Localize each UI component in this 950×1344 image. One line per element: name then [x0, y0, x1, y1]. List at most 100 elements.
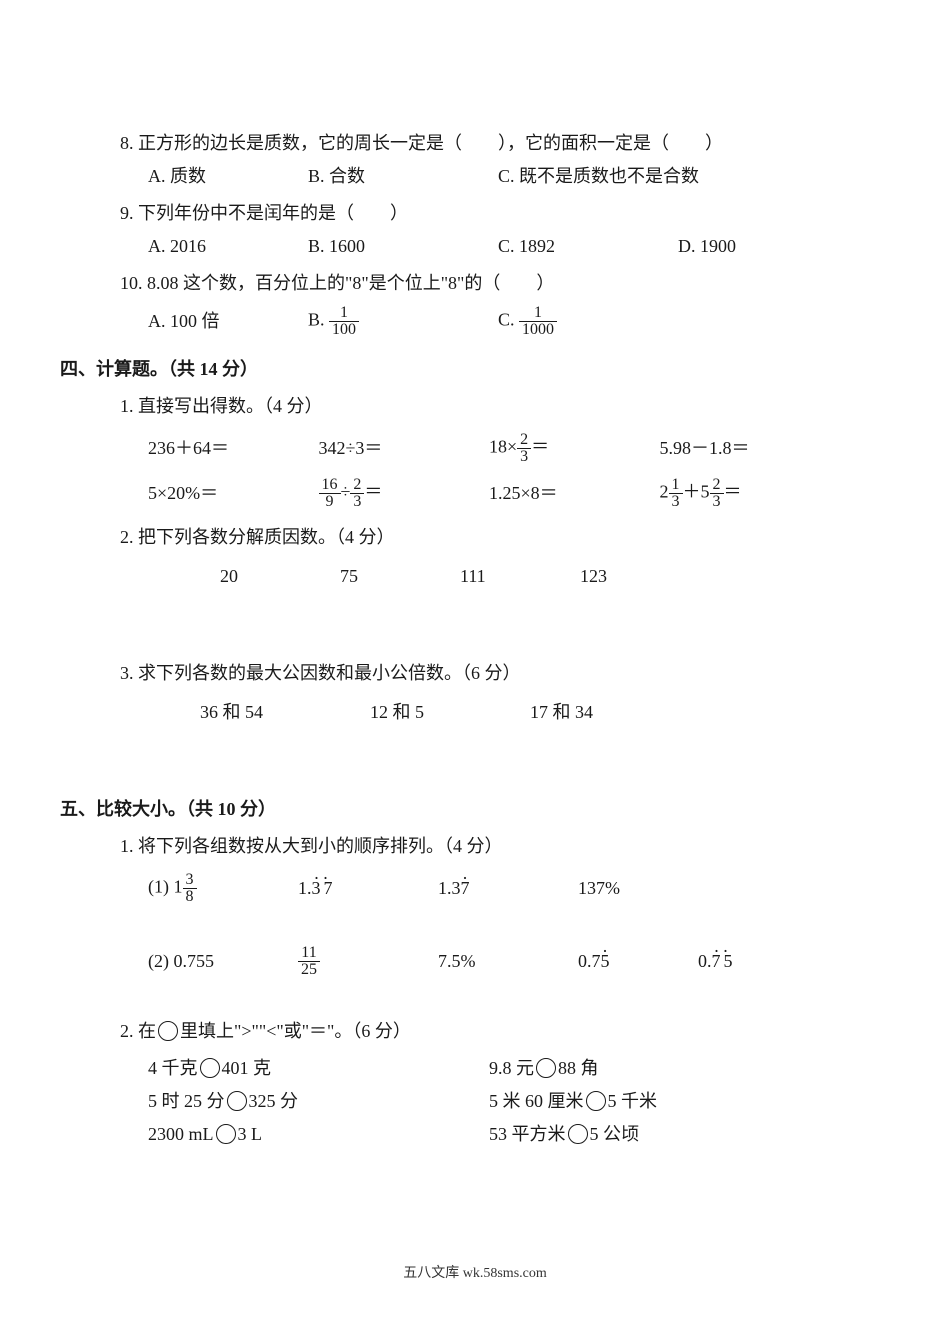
- factor-number: 123: [580, 563, 830, 590]
- denominator: 1000: [519, 322, 557, 338]
- compare-value: 137%: [578, 875, 830, 902]
- repeating-digits: 37: [312, 875, 336, 902]
- compare-value: 1125: [298, 945, 438, 978]
- denominator: 100: [329, 322, 359, 338]
- question-text: 8.08 这个数，百分位上的"8"是个位上"8"的（ ）: [147, 273, 554, 293]
- operator: ÷: [341, 482, 351, 502]
- section-5-title: 五、比较大小。（共 10 分）: [60, 796, 830, 823]
- option-a: A. 质数: [148, 163, 308, 190]
- denominator: 3: [669, 494, 683, 510]
- whole-part: 2: [660, 482, 669, 502]
- question-10-options: A. 100 倍 B. 1100 C. 11000: [120, 305, 830, 338]
- decimal-prefix: 0.: [698, 951, 712, 971]
- option-label: B.: [308, 310, 329, 330]
- numerator: 2: [350, 477, 364, 494]
- right-value: 5 千米: [608, 1091, 658, 1111]
- factor-number: 111: [460, 563, 580, 590]
- operator: ＋5: [683, 482, 710, 502]
- calc-expr: 213＋523＝: [660, 477, 831, 510]
- factor-number: 20: [220, 563, 340, 590]
- repeating-digit: 7: [461, 875, 470, 902]
- left-value: 5 米 60 厘米: [489, 1091, 584, 1111]
- left-value: 53 平方米: [489, 1124, 566, 1144]
- page-footer: 五八文库 wk.58sms.com: [0, 1263, 950, 1284]
- compare-row-2: (2) 0.755 1125 7.5% 0.75 0.75: [120, 945, 830, 978]
- right-value: 401 克: [222, 1058, 272, 1078]
- compare-value: 0.75: [578, 948, 698, 975]
- fraction: 1125: [298, 945, 320, 978]
- left-value: 2300 mL: [148, 1124, 214, 1144]
- circle-icon: [536, 1058, 556, 1078]
- decimal-prefix: 1.3: [438, 878, 461, 898]
- fraction: 13: [669, 477, 683, 510]
- denominator: 8: [183, 889, 197, 905]
- decimal-prefix: 1.: [298, 878, 312, 898]
- calc-row-2: 5×20%＝ 169÷23＝ 1.25×8＝ 213＋523＝: [120, 477, 830, 510]
- circle-icon: [586, 1091, 606, 1111]
- section-5-sub2-title: 2. 在里填上">""<"或"＝"。（6 分）: [120, 1018, 830, 1045]
- factor-row: 20 75 111 123: [120, 563, 830, 590]
- calc-row-1: 236＋64＝ 342÷3＝ 18×23＝ 5.98－1.8＝: [120, 432, 830, 465]
- whole-part: 1: [174, 877, 183, 897]
- comparison-row: 5 时 25 分 325 分 5 米 60 厘米 5 千米: [120, 1088, 830, 1115]
- denominator: 3: [517, 449, 531, 465]
- compare-value: 0.75: [698, 948, 830, 975]
- numerator: 16: [319, 477, 341, 494]
- number-pair: 12 和 5: [370, 699, 530, 726]
- option-b: B. 合数: [308, 163, 498, 190]
- expr-suffix: ＝: [531, 437, 549, 457]
- right-value: 88 角: [558, 1058, 599, 1078]
- expr-prefix: 18×: [489, 437, 517, 457]
- circle-icon: [227, 1091, 247, 1111]
- numerator: 2: [517, 432, 531, 449]
- compare-value: 7.5%: [438, 948, 578, 975]
- expr-suffix: ＝: [724, 482, 742, 502]
- fraction: 11000: [519, 305, 557, 338]
- calc-expr: 342÷3＝: [319, 435, 490, 462]
- section-4-sub2-title: 2. 把下列各数分解质因数。（4 分）: [120, 524, 830, 551]
- right-value: 5 公顷: [590, 1124, 640, 1144]
- option-b: B. 1600: [308, 233, 498, 260]
- right-value: 3 L: [238, 1124, 263, 1144]
- denominator: 25: [298, 962, 320, 978]
- question-10: 10. 8.08 这个数，百分位上的"8"是个位上"8"的（ ）: [120, 270, 830, 297]
- comparison-pair: 2300 mL 3 L: [148, 1121, 489, 1148]
- question-9: 9. 下列年份中不是闰年的是（ ）: [120, 200, 830, 227]
- question-9-options: A. 2016 B. 1600 C. 1892 D. 1900: [120, 233, 830, 260]
- repeating-digit: 5: [601, 948, 610, 975]
- comparison-pair: 5 时 25 分 325 分: [148, 1088, 489, 1115]
- question-8-options: A. 质数 B. 合数 C. 既不是质数也不是合数: [120, 163, 830, 190]
- left-value: 9.8 元: [489, 1058, 534, 1078]
- circle-icon: [568, 1124, 588, 1144]
- section-5-sub1-title: 1. 将下列各组数按从大到小的顺序排列。（4 分）: [120, 833, 830, 860]
- fraction: 38: [183, 872, 197, 905]
- compare-value: 1.37: [298, 875, 438, 902]
- option-c: C. 既不是质数也不是合数: [498, 163, 830, 190]
- fraction: 23: [350, 477, 364, 510]
- calc-expr: 5.98－1.8＝: [660, 435, 831, 462]
- question-text: 下列年份中不是闰年的是（ ）: [138, 203, 408, 223]
- left-value: 5 时 25 分: [148, 1091, 225, 1111]
- compare-row-1: (1) 138 1.37 1.37 137%: [120, 872, 830, 905]
- factor-number: 75: [340, 563, 460, 590]
- option-label: C.: [498, 310, 519, 330]
- comparison-row: 4 千克401 克 9.8 元 88 角: [120, 1055, 830, 1082]
- circle-icon: [158, 1021, 178, 1041]
- numerator: 1: [669, 477, 683, 494]
- question-number: 9.: [120, 203, 134, 223]
- comparison-row: 2300 mL 3 L 53 平方米 5 公顷: [120, 1121, 830, 1148]
- fraction: 23: [517, 432, 531, 465]
- option-d: D. 1900: [678, 233, 830, 260]
- comparison-pair: 5 米 60 厘米 5 千米: [489, 1088, 830, 1115]
- compare-value: (2) 0.755: [148, 948, 298, 975]
- numerator: 1: [519, 305, 557, 322]
- comparison-pair: 4 千克401 克: [148, 1055, 489, 1082]
- number-pair: 17 和 34: [530, 699, 830, 726]
- option-c: C. 11000: [498, 305, 830, 338]
- calc-expr: 5×20%＝: [148, 480, 319, 507]
- option-a: A. 2016: [148, 233, 308, 260]
- comparison-pair: 53 平方米 5 公顷: [489, 1121, 830, 1148]
- right-value: 325 分: [249, 1091, 299, 1111]
- decimal-prefix: 0.7: [578, 951, 601, 971]
- denominator: 9: [319, 494, 341, 510]
